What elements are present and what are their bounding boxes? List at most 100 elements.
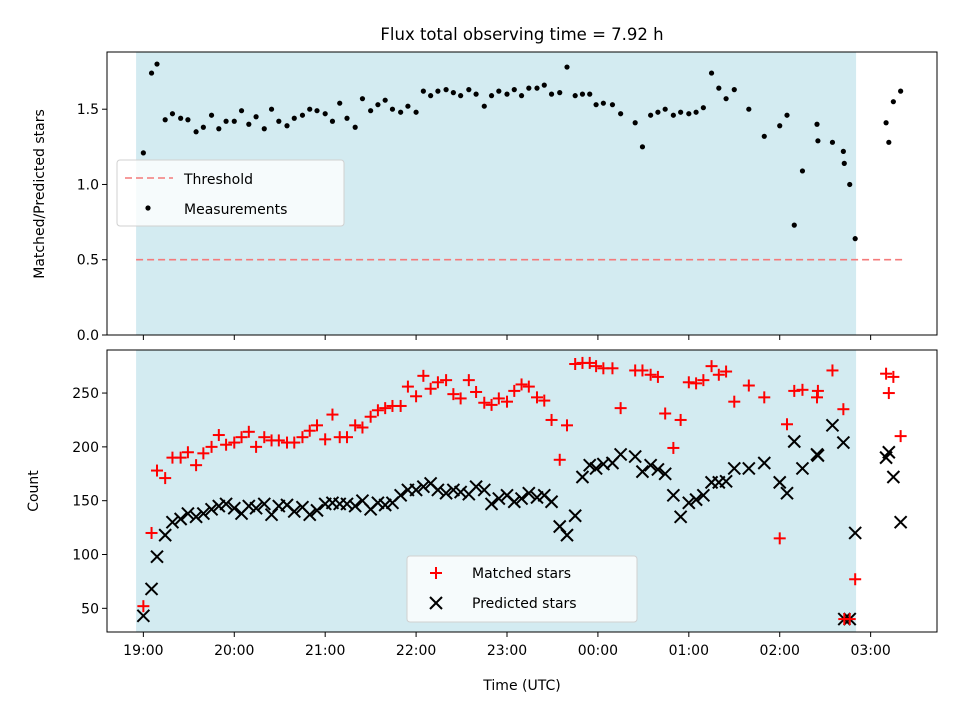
predicted-point [836,435,851,450]
predicted-point [787,434,801,449]
predicted-point [348,499,362,513]
measurement-point [504,91,510,97]
measurement-point [344,115,350,121]
predicted-point [795,461,810,476]
matched-point [205,440,218,453]
matched-point [137,600,150,613]
matched-point [159,472,172,485]
measurement-point [208,112,215,118]
predicted-point [371,496,385,510]
measurement-point [140,150,146,156]
predicted-point [757,456,771,470]
y-tick-label: 1.5 [77,102,99,118]
matched-point [606,362,619,375]
measurement-point [723,96,729,102]
matched-point [478,396,491,409]
measurement-point [541,82,547,88]
measurement-point [815,138,821,144]
measurement-point [435,88,441,94]
measurement-point [375,102,381,108]
measurement-point [299,112,306,118]
measurement-point [814,121,820,127]
measurement-point [829,139,836,145]
matched-point [364,410,377,423]
predicted-point [469,479,483,494]
legend-predicted-swatch [429,596,443,610]
matched-point [561,419,573,432]
y-tick-label: 150 [72,494,99,510]
predicted-point [181,506,195,521]
matched-stars-points [137,356,907,626]
matched-point [887,370,900,383]
matched-point [674,413,687,426]
matched-point [651,370,664,383]
measurement-point [405,103,411,109]
measurement-point [443,87,449,93]
measurement-point [852,236,858,242]
x-tick-label: 21:00 [305,643,345,659]
measurement-point [609,102,616,108]
matched-point [145,526,158,539]
matched-point [341,431,353,444]
measurement-point [670,112,676,118]
predicted-point [589,461,603,476]
measurement-point [840,148,846,154]
predicted-point [409,483,423,497]
predicted-point [189,510,203,524]
matched-point [826,364,839,377]
chart-title: Flux total observing time = 7.92 h [380,25,663,44]
measurement-point [246,121,252,127]
matched-point [545,413,558,426]
predicted-point [227,501,241,515]
matched-point [690,377,703,390]
bottom-y-axis-label: Count [26,470,42,512]
matched-point [508,384,521,397]
y-tick-label: 1.0 [77,177,99,193]
predicted-point [673,510,688,524]
measurement-point [708,70,715,76]
measurement-point [841,160,847,166]
matched-point [501,395,513,408]
measurement-point [466,87,472,93]
measurement-point [389,106,396,112]
matched-point [410,390,423,403]
measurement-point [700,105,706,111]
predicted-point [150,549,164,564]
x-axis-label: Time (UTC) [482,678,560,694]
matched-point [492,392,505,405]
measurement-point [450,90,456,96]
predicted-point [378,498,392,512]
measurement-point [291,115,297,121]
x-tick-label: 00:00 [578,643,618,659]
matched-point [190,459,203,472]
x-tick-label: 02:00 [760,643,800,659]
measurement-point [359,96,366,102]
measurement-point [276,118,282,124]
matched-point [349,419,362,432]
matched-point [697,374,710,387]
measurement-point [231,118,237,124]
measurement-point [238,108,245,114]
y-tick-label: 0.5 [77,253,99,269]
predicted-point [257,497,271,511]
y-tick-label: 50 [81,601,99,617]
matched-point [424,382,437,395]
predicted-point [568,509,582,523]
measurement-point [883,120,889,126]
matched-point [447,388,460,401]
predicted-point [477,483,491,497]
predicted-point [882,445,896,459]
matched-point [843,613,856,626]
measurement-point [618,111,624,117]
matched-point [880,367,893,380]
matched-point [728,395,741,408]
matched-point [720,365,733,378]
predicted-point [196,506,211,521]
matched-point [212,429,225,442]
measurement-point [154,61,160,67]
predicted-point [416,479,431,494]
measurement-point [847,181,853,188]
matched-point [311,419,323,432]
measurement-point [496,88,502,94]
matched-point [531,391,543,404]
